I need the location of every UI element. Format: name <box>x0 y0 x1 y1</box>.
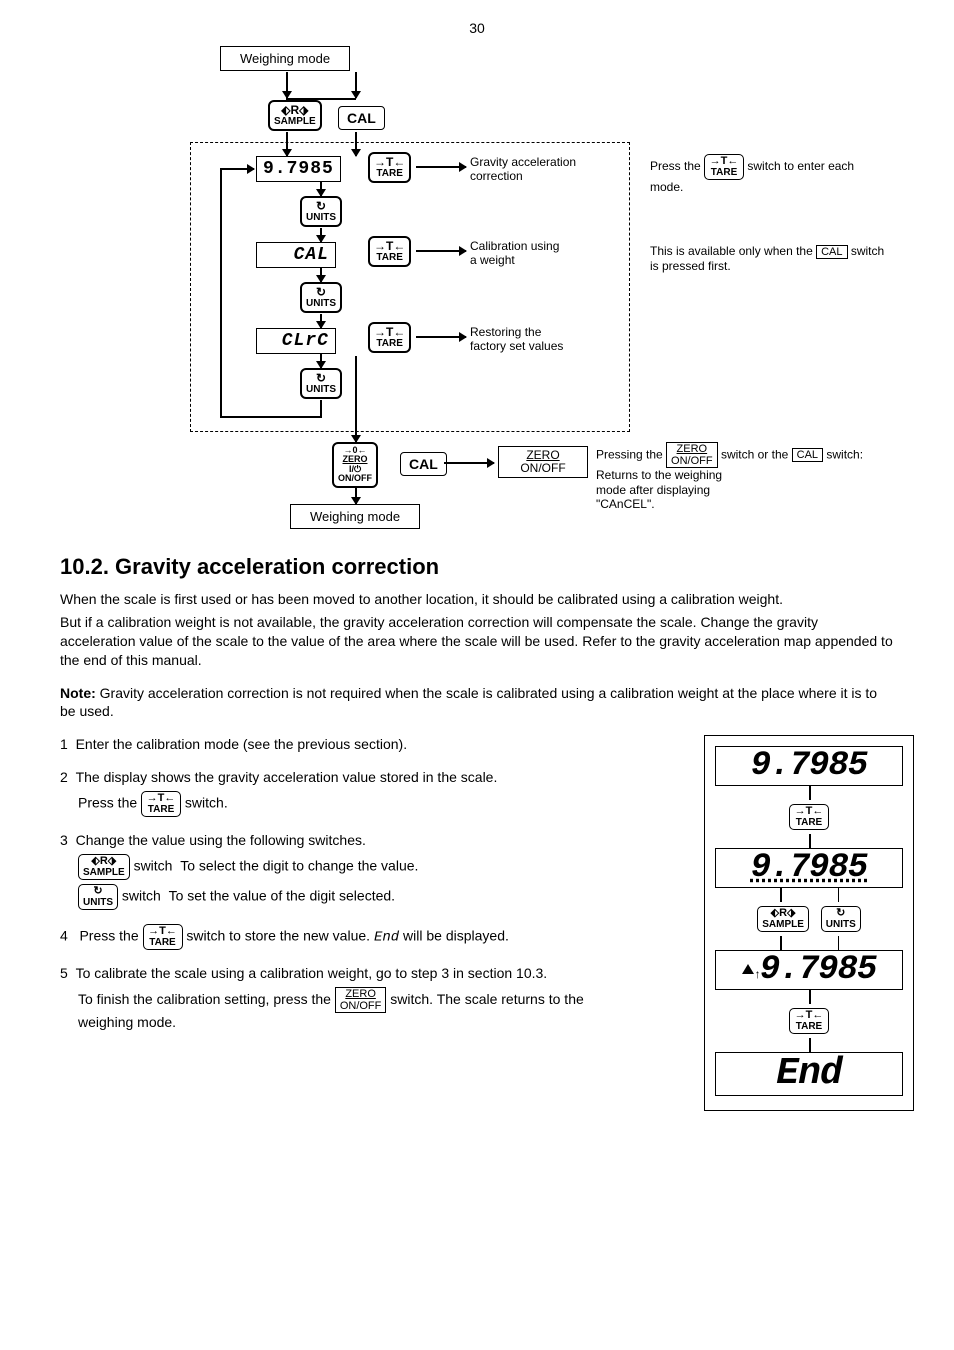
step-2: 2 The display shows the gravity accelera… <box>60 768 620 817</box>
triangle-up-icon <box>742 964 754 974</box>
tare-button-3[interactable]: →T← TARE <box>368 322 411 353</box>
sample-button-seq[interactable]: ⬖R⬗SAMPLE <box>757 906 809 932</box>
return-note: Pressing the ZEROON/OFF switch or the CA… <box>596 442 896 511</box>
cal-switch-ref: CAL <box>816 245 847 259</box>
tare-label-3: TARE <box>376 338 402 349</box>
sequence-panel: 9.7985 →T←TARE 9.7985 ⬖R⬗SAMPLE ↻UNITS ↑… <box>704 735 914 1111</box>
tare-button-step2[interactable]: →T←TARE <box>141 791 181 817</box>
cal-button-top[interactable]: CAL <box>338 106 385 130</box>
dashed-box <box>190 142 630 432</box>
seq-display-3: ↑9.7985 <box>715 950 903 990</box>
units-button-step3[interactable]: ↻UNITS <box>78 884 118 910</box>
tare-button-seq2[interactable]: →T←TARE <box>789 1008 829 1034</box>
display-cal: CAL <box>256 242 336 268</box>
step-4: 4 Press the →T←TARE switch to store the … <box>60 924 620 950</box>
sample-button-step3[interactable]: ⬖R⬗SAMPLE <box>78 854 130 880</box>
label-gravity: Gravity accelerationcorrection <box>470 156 576 184</box>
display-gravity: 9.7985 <box>256 156 341 182</box>
label-cal: Calibration usinga weight <box>470 240 559 268</box>
label-clrc: Restoring thefactory set values <box>470 326 563 354</box>
display-clrc: CLrC <box>256 328 336 354</box>
page-number: 30 <box>60 20 894 36</box>
units-button-seq[interactable]: ↻UNITS <box>821 906 861 932</box>
sample-button[interactable]: ⬖R⬗ SAMPLE <box>268 100 322 131</box>
step-5: 5 To calibrate the scale using a calibra… <box>60 964 620 1032</box>
tare-button-1[interactable]: →T← TARE <box>368 152 411 183</box>
tare-button-seq1[interactable]: →T←TARE <box>789 804 829 830</box>
seq-display-2: 9.7985 <box>715 848 903 888</box>
box-weighing-mode-bottom: Weighing mode <box>290 504 420 529</box>
units-label-1: UNITS <box>306 212 336 223</box>
note-tare: Press the →T←TARE switch to enter each m… <box>650 154 890 194</box>
tare-label-2: TARE <box>376 252 402 263</box>
cal-button-bottom[interactable]: CAL <box>400 452 447 476</box>
zero-onoff-box: ZERO ON/OFF <box>498 446 588 478</box>
units-label-3: UNITS <box>306 384 336 395</box>
note-cal-only: This is available only when the CAL swit… <box>650 244 890 273</box>
units-button-2[interactable]: ↻ UNITS <box>300 282 342 313</box>
tare-label-1: TARE <box>376 168 402 179</box>
units-label-2: UNITS <box>306 298 336 309</box>
section-heading: 10.2. Gravity acceleration correction <box>60 554 894 580</box>
step-1: 1 Enter the calibration mode (see the pr… <box>60 735 620 754</box>
units-button-1[interactable]: ↻ UNITS <box>300 196 342 227</box>
tare-button-step4[interactable]: →T←TARE <box>143 924 183 950</box>
zero-onoff-button[interactable]: →0← ZERO I/⏻ ON/OFF <box>332 442 378 488</box>
calibration-flowchart: Weighing mode ⬖R⬗ SAMPLE CAL Press the →… <box>160 46 894 536</box>
note-block: Note: Gravity acceleration correction is… <box>60 684 894 722</box>
end-inline: End <box>374 930 399 946</box>
para-intro: When the scale is first used or has been… <box>60 590 894 670</box>
units-button-3[interactable]: ↻ UNITS <box>300 368 342 399</box>
tare-button-2[interactable]: →T← TARE <box>368 236 411 267</box>
zero-onoff-step5[interactable]: ZEROON/OFF <box>335 987 387 1013</box>
tare-button-inline[interactable]: →T←TARE <box>704 154 744 180</box>
seq-display-1: 9.7985 <box>715 746 903 786</box>
box-weighing-mode-top: Weighing mode <box>220 46 350 71</box>
step-3: 3 Change the value using the following s… <box>60 831 620 910</box>
seq-display-end: End <box>715 1052 903 1096</box>
sample-label: SAMPLE <box>274 116 316 127</box>
